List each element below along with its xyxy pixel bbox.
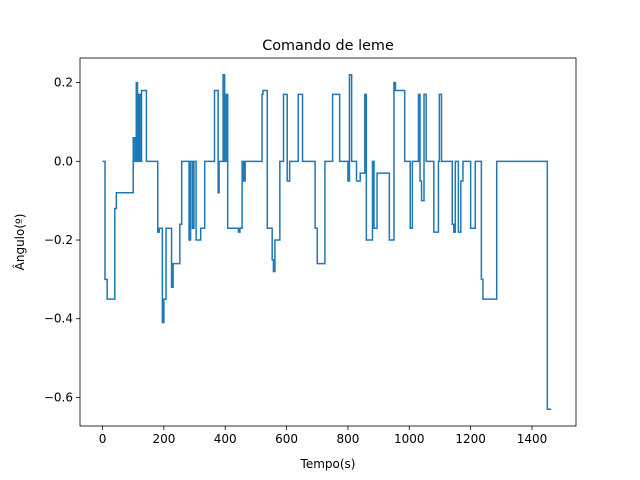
y-tick-label: −0.6 xyxy=(44,390,73,404)
chart-title: Comando de leme xyxy=(262,38,394,54)
y-tick-label: 0.2 xyxy=(54,76,73,90)
y-tick-label: 0.0 xyxy=(54,154,73,168)
x-tick-label: 0 xyxy=(99,432,107,446)
plot-frame xyxy=(79,57,577,427)
y-axis-label: Ângulo(º) xyxy=(12,214,27,271)
line xyxy=(102,73,552,411)
x-axis-label: Tempo(s) xyxy=(300,457,356,471)
x-tick-label: 400 xyxy=(214,432,237,446)
x-tick-label: 200 xyxy=(152,432,175,446)
x-tick-label: 600 xyxy=(275,432,298,446)
x-tick-label: 1200 xyxy=(455,432,486,446)
x-tick-label: 1400 xyxy=(517,432,548,446)
x-tick-label: 800 xyxy=(336,432,359,446)
y-tick-label: −0.4 xyxy=(44,312,73,326)
y-tick-label: −0.2 xyxy=(44,233,73,247)
x-tick-label: 1000 xyxy=(394,432,425,446)
